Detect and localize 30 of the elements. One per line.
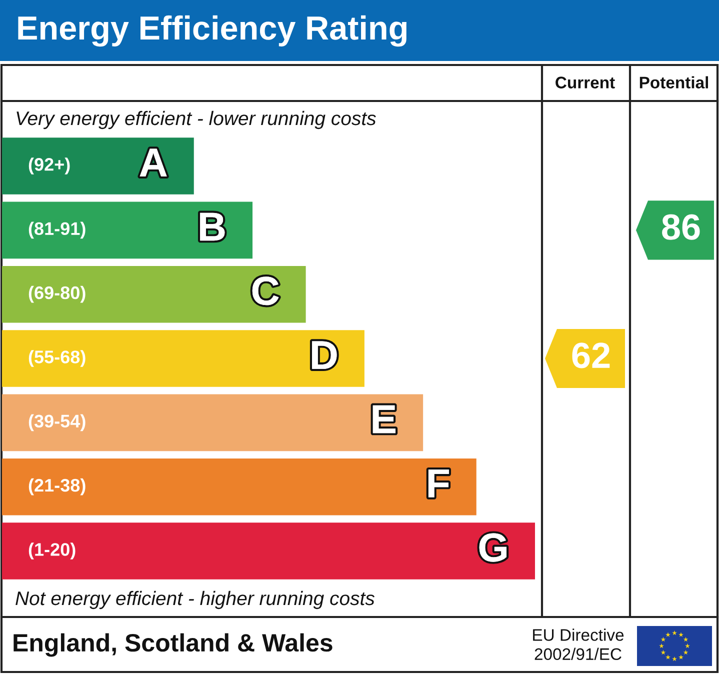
y-tick-label: F (428, 470, 449, 498)
text: Very energy efficient - lower running costs (16, 110, 376, 130)
bar (2, 330, 364, 387)
text: England, Scotland & Wales (14, 633, 332, 657)
bar (2, 394, 424, 452)
annotation: (81-91) (28, 222, 86, 239)
y-tick-label: G (479, 533, 506, 562)
bar (2, 458, 476, 516)
annotation: (1-20) (28, 542, 76, 560)
text: Current (556, 76, 615, 88)
text: 62 (572, 342, 610, 368)
bar (2, 202, 253, 259)
text: 86 (662, 214, 700, 240)
annotation: (55-68) (28, 350, 86, 367)
annotation: (69-80) (28, 286, 86, 303)
bar (2, 266, 306, 323)
bar (2, 522, 535, 580)
text: Not energy efficient - higher running costs (16, 590, 375, 610)
annotation: (21-38) (28, 478, 86, 496)
y-tick-label: C (252, 276, 279, 306)
y-tick-label: D (312, 341, 337, 369)
y-tick-label: E (372, 405, 396, 434)
text: EU Directive 2002/91/EC (533, 628, 624, 660)
annotation: (39-54) (28, 414, 86, 432)
y-tick-label: B (200, 212, 225, 241)
annotation: (92+) (28, 158, 70, 174)
chart-title: Energy Efficiency Rating (18, 15, 406, 47)
text: Potential (640, 76, 708, 88)
y-tick-label: A (140, 148, 167, 176)
bar (2, 138, 194, 194)
